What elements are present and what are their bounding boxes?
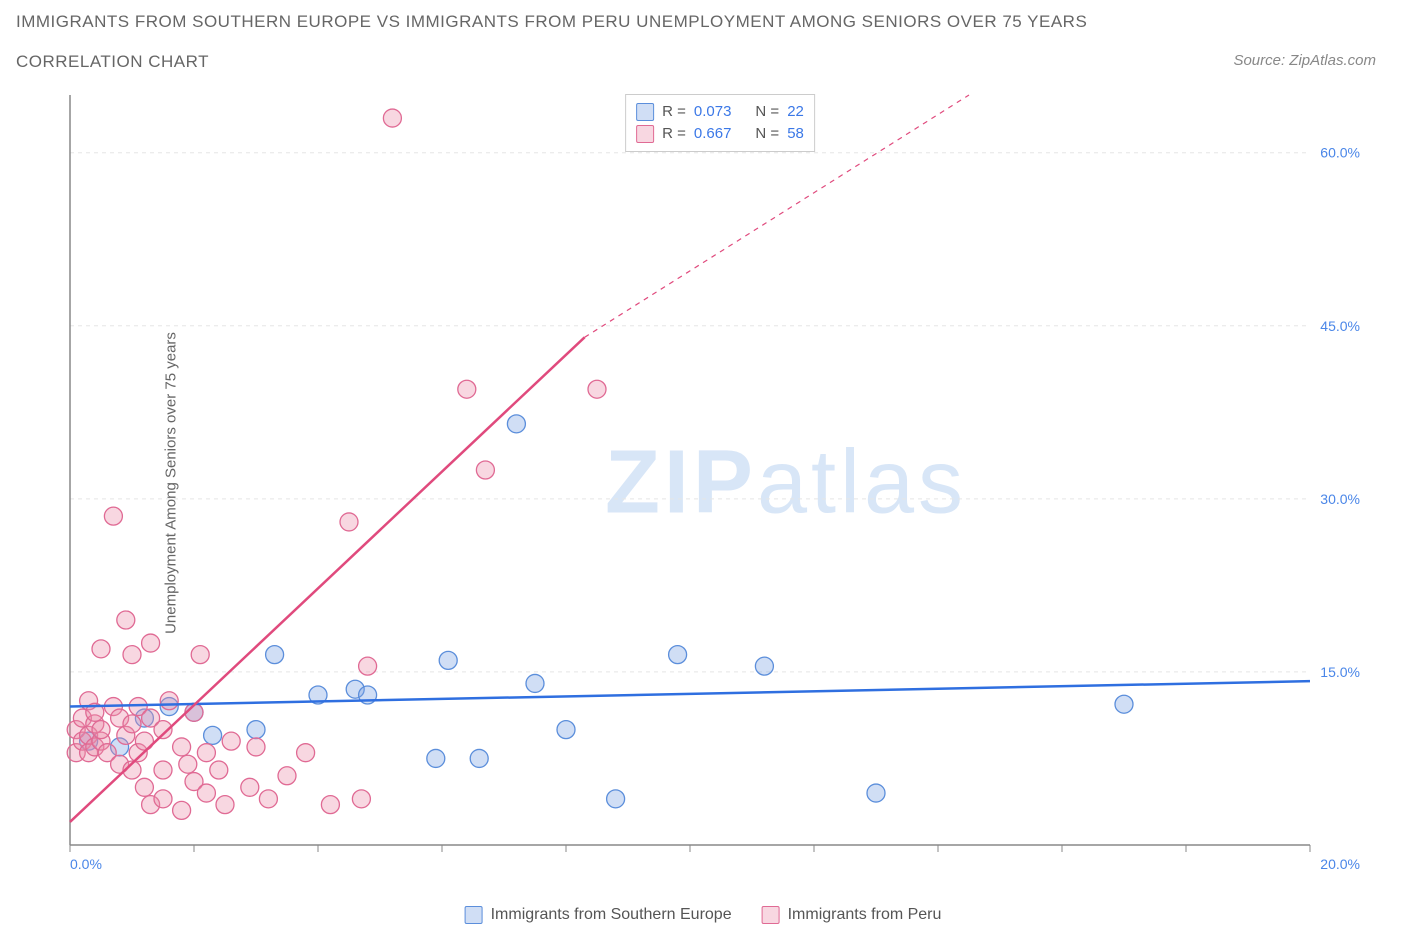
source-label: Source: ZipAtlas.com [1233,52,1376,69]
scatter-point [117,611,135,629]
scatter-point [123,646,141,664]
scatter-point [173,738,191,756]
legend-correlation-row: R = 0.073 N = 22 [636,101,804,123]
scatter-point [669,646,687,664]
scatter-point [507,415,525,433]
x-tick-label: 20.0% [1320,856,1360,872]
scatter-point [259,790,277,808]
scatter-point [867,784,885,802]
legend-series: Immigrants from Southern Europe Immigran… [465,906,942,924]
legend-series-label: Immigrants from Southern Europe [491,906,732,924]
scatter-point [439,651,457,669]
scatter-point [470,749,488,767]
legend-series-label: Immigrants from Peru [788,906,942,924]
scatter-point [588,380,606,398]
r-value: 0.073 [694,101,732,123]
scatter-point [526,674,544,692]
scatter-point [179,755,197,773]
n-value: 22 [787,101,804,123]
legend-swatch [465,906,483,924]
r-label: R = [662,123,686,145]
scatter-point [173,801,191,819]
scatter-point [123,715,141,733]
scatter-point [154,761,172,779]
scatter-point [247,738,265,756]
scatter-point [104,507,122,525]
scatter-point [321,796,339,814]
chart-title-main: IMMIGRANTS FROM SOUTHERN EUROPE VS IMMIG… [16,12,1087,32]
scatter-point [191,646,209,664]
scatter-point [340,513,358,531]
trend-line [70,337,585,822]
n-value: 58 [787,123,804,145]
legend-swatch [636,125,654,143]
scatter-point [359,657,377,675]
scatter-point [476,461,494,479]
scatter-point [92,640,110,658]
scatter-point [1115,695,1133,713]
x-tick-label: 0.0% [70,856,102,872]
y-tick-label: 15.0% [1320,664,1360,680]
scatter-point [210,761,228,779]
scatter-point [383,109,401,127]
legend-correlation-row: R = 0.667 N = 58 [636,123,804,145]
r-value: 0.667 [694,123,732,145]
scatter-point [755,657,773,675]
scatter-point [352,790,370,808]
scatter-point [154,790,172,808]
legend-correlation-box: R = 0.073 N = 22 R = 0.667 N = 58 [625,94,815,152]
scatter-point [266,646,284,664]
scatter-point [204,726,222,744]
scatter-point [278,767,296,785]
scatter-point [160,692,178,710]
y-tick-label: 45.0% [1320,318,1360,334]
legend-swatch [636,103,654,121]
scatter-plot: 15.0% 30.0% 45.0% 60.0% 0.0% 20.0% [60,90,1380,875]
r-label: R = [662,101,686,123]
scatter-point [92,721,110,739]
scatter-point [142,634,160,652]
legend-swatch [762,906,780,924]
y-tick-label: 60.0% [1320,145,1360,161]
scatter-point [241,778,259,796]
scatter-point [197,784,215,802]
scatter-point [607,790,625,808]
scatter-point [247,721,265,739]
scatter-point [135,778,153,796]
y-tick-label: 30.0% [1320,491,1360,507]
scatter-point [427,749,445,767]
scatter-point [216,796,234,814]
scatter-point [458,380,476,398]
scatter-point [222,732,240,750]
legend-series-item: Immigrants from Peru [762,906,942,924]
n-label: N = [755,123,779,145]
scatter-point [557,721,575,739]
legend-series-item: Immigrants from Southern Europe [465,906,732,924]
scatter-point [197,744,215,762]
n-label: N = [755,101,779,123]
chart-area: Unemployment Among Seniors over 75 years… [60,90,1380,875]
chart-title-sub: CORRELATION CHART [16,52,209,72]
scatter-point [297,744,315,762]
